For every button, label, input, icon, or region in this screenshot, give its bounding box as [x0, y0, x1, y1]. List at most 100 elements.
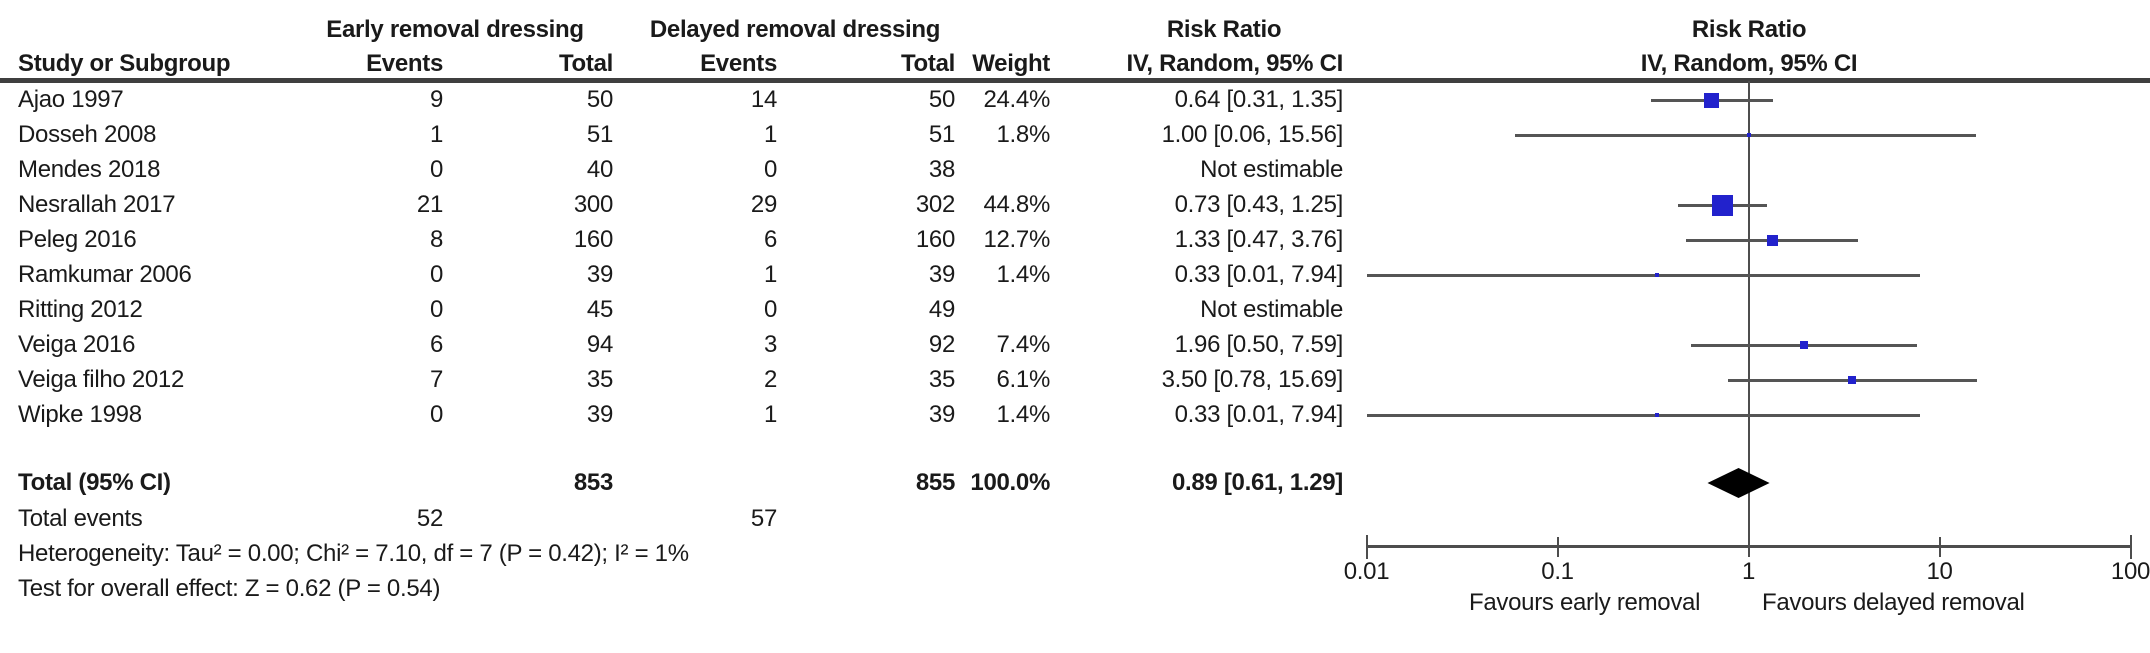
effect-marker — [1654, 273, 1659, 277]
study-name: Ramkumar 2006 — [18, 261, 192, 288]
total-early-value: 40 — [586, 156, 613, 183]
weight-value: 1.4% — [996, 261, 1050, 288]
plot-header-method: IV, Random, 95% CI — [1640, 50, 1858, 77]
events-delayed-value: 14 — [750, 86, 777, 113]
weight-value: 1.8% — [996, 121, 1050, 148]
study-name: Ajao 1997 — [18, 86, 124, 113]
axis-tick — [1938, 536, 1941, 557]
effect-marker — [1800, 341, 1809, 349]
total-delayed-value: 35 — [928, 366, 955, 393]
heterogeneity-text: Heterogeneity: Tau² = 0.00; Chi² = 7.10,… — [18, 540, 689, 567]
events-early-value: 7 — [429, 366, 443, 393]
events-delayed-value: 29 — [750, 191, 777, 218]
events-early-value: 0 — [429, 156, 443, 183]
total-early-value: 160 — [573, 226, 613, 253]
events-delayed-value: 1 — [763, 121, 777, 148]
risk-ratio-ci-text: 0.33 [0.01, 7.94] — [1174, 401, 1344, 428]
risk-ratio-ci-text: 3.50 [0.78, 15.69] — [1161, 366, 1344, 393]
summary-diamond — [1707, 468, 1770, 498]
ci-line — [1366, 273, 1921, 277]
events-early-value: 21 — [416, 191, 443, 218]
events-delayed-value: 1 — [763, 401, 777, 428]
risk-ratio-ci-text: 0.33 [0.01, 7.94] — [1174, 261, 1344, 288]
axis-tick-label: 1 — [1741, 558, 1756, 585]
study-name: Ritting 2012 — [18, 296, 143, 323]
weight-value: 6.1% — [996, 366, 1050, 393]
column-header-total-early: Total — [558, 50, 613, 77]
effect-marker — [1746, 133, 1751, 137]
total-delayed-value: 39 — [928, 261, 955, 288]
events-early-value: 6 — [429, 331, 443, 358]
total-delayed-value: 50 — [928, 86, 955, 113]
x-axis-line — [1367, 545, 2132, 548]
events-early-value: 1 — [429, 121, 443, 148]
effect-marker — [1654, 413, 1659, 417]
column-header-events-early: Events — [366, 50, 443, 77]
column-header-weight: Weight — [972, 50, 1050, 77]
effect-marker — [1703, 92, 1719, 108]
axis-tick-label: 10 — [1926, 558, 1953, 585]
weight-value: 24.4% — [983, 86, 1050, 113]
risk-ratio-ci-text: 1.96 [0.50, 7.59] — [1174, 331, 1344, 358]
total-row-label: Total (95% CI) — [18, 469, 171, 496]
axis-tick — [1365, 534, 1368, 559]
total-ci-text: 0.89 [0.61, 1.29] — [1171, 469, 1343, 496]
total-early-value: 51 — [586, 121, 613, 148]
axis-tick-label: 0.1 — [1541, 558, 1574, 585]
events-delayed-value: 3 — [763, 331, 777, 358]
null-effect-line — [1748, 81, 1750, 546]
total-delayed-value: 302 — [915, 191, 955, 218]
favours-right-label: Favours delayed removal — [1762, 589, 2025, 616]
total-early-value: 300 — [573, 191, 613, 218]
events-early-value: 8 — [429, 226, 443, 253]
total-delayed-value: 855 — [915, 469, 955, 496]
column-header-method-text: IV, Random, 95% CI — [1126, 50, 1344, 77]
total-delayed-value: 160 — [915, 226, 955, 253]
total-delayed-value: 51 — [928, 121, 955, 148]
total-early-value: 50 — [586, 86, 613, 113]
events-delayed-value: 2 — [763, 366, 777, 393]
events-early-value: 0 — [429, 296, 443, 323]
axis-tick — [1747, 536, 1750, 557]
total-early-value: 94 — [586, 331, 613, 358]
study-name: Dosseh 2008 — [18, 121, 157, 148]
risk-ratio-ci-text: 1.00 [0.06, 15.56] — [1161, 121, 1344, 148]
total-early-value: 35 — [586, 366, 613, 393]
events-delayed-value: 0 — [763, 156, 777, 183]
axis-tick — [2129, 534, 2132, 559]
study-name: Peleg 2016 — [18, 226, 137, 253]
total-events-label: Total events — [18, 505, 143, 532]
total-events-delayed-value: 57 — [750, 505, 777, 532]
weight-value: 7.4% — [996, 331, 1050, 358]
total-delayed-value: 39 — [928, 401, 955, 428]
total-early-value: 853 — [573, 469, 613, 496]
header-rule — [0, 78, 2150, 83]
effect-marker — [1711, 194, 1733, 216]
events-early-value: 0 — [429, 261, 443, 288]
axis-tick-label: 0.01 — [1343, 558, 1390, 585]
events-delayed-value: 1 — [763, 261, 777, 288]
column-header-risk-ratio-text: Risk Ratio — [1166, 16, 1282, 43]
group-header-delayed: Delayed removal dressing — [649, 16, 941, 43]
favours-left-label: Favours early removal — [1469, 589, 1701, 616]
risk-ratio-ci-text: Not estimable — [1200, 156, 1343, 183]
column-header-total-delayed: Total — [900, 50, 955, 77]
risk-ratio-ci-text: 0.73 [0.43, 1.25] — [1174, 191, 1344, 218]
weight-value: 12.7% — [983, 226, 1050, 253]
events-early-value: 9 — [429, 86, 443, 113]
risk-ratio-ci-text: 1.33 [0.47, 3.76] — [1174, 226, 1344, 253]
total-delayed-value: 38 — [928, 156, 955, 183]
study-name: Nesrallah 2017 — [18, 191, 176, 218]
study-name: Veiga filho 2012 — [18, 366, 185, 393]
weight-value: 1.4% — [996, 401, 1050, 428]
total-early-value: 39 — [586, 261, 613, 288]
study-name: Veiga 2016 — [18, 331, 136, 358]
group-header-early: Early removal dressing — [326, 16, 584, 43]
events-delayed-value: 6 — [763, 226, 777, 253]
study-name: Mendes 2018 — [18, 156, 161, 183]
study-name: Wipke 1998 — [18, 401, 142, 428]
weight-value: 44.8% — [983, 191, 1050, 218]
overall-effect-text: Test for overall effect: Z = 0.62 (P = 0… — [18, 575, 441, 602]
total-delayed-value: 92 — [928, 331, 955, 358]
